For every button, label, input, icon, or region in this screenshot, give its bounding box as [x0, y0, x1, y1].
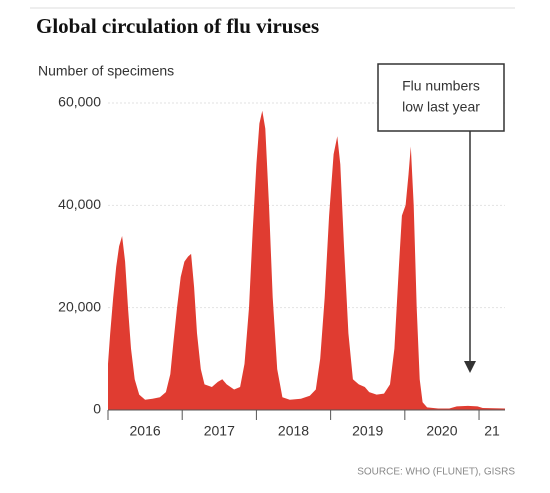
x-tick-label: 2019	[352, 423, 383, 439]
x-tick-label: 2020	[426, 423, 457, 439]
chart-title: Global circulation of flu viruses	[36, 14, 319, 38]
x-tick-label: 2017	[204, 423, 235, 439]
y-tick-label: 60,000	[58, 94, 101, 110]
arrow-head	[464, 361, 476, 373]
y-axis-label: Number of specimens	[38, 63, 174, 79]
annotation-text: low last year	[402, 99, 480, 115]
area	[108, 110, 505, 410]
x-tick-label: 2018	[278, 423, 309, 439]
y-tick-label: 40,000	[58, 196, 101, 212]
y-tick-label: 20,000	[58, 298, 101, 314]
x-tick-label: 21	[484, 423, 500, 439]
x-tick-label: 2016	[130, 423, 161, 439]
annotation-box	[377, 63, 505, 132]
annotation-text: Flu numbers	[402, 78, 480, 94]
y-tick-label: 0	[93, 401, 101, 417]
source: SOURCE: WHO (FLUNET), GISRS	[357, 467, 515, 478]
